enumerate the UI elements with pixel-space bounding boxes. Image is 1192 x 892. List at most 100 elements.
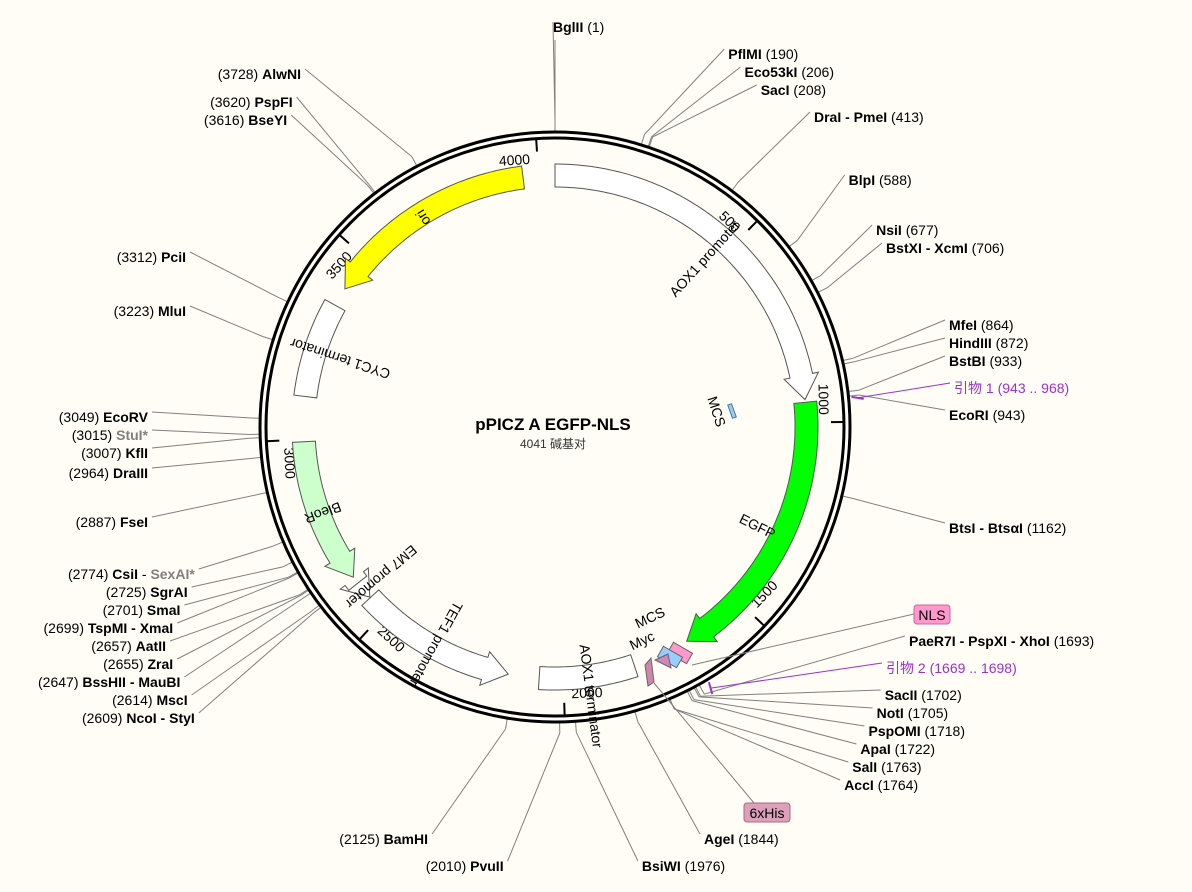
leader-sacii [700,689,881,697]
feature-egfp[interactable] [686,400,819,643]
primer-mark-2[interactable] [707,681,714,695]
site-bglii[interactable]: BglII (1) [553,19,604,35]
site-apai[interactable]: ApaI (1722) [860,741,935,757]
primer-1[interactable]: 引物 1 (943 .. 968) [954,380,1069,396]
his-block[interactable] [644,656,655,687]
leader-eco53ki [651,66,741,137]
site-agei[interactable]: AgeI (1844) [704,831,779,847]
myc-label: Myc [627,628,657,653]
site-bstbi[interactable]: BstBI (933) [949,353,1022,369]
feature-label-ori: ori [412,207,434,229]
site-bstxi-xcmi[interactable]: BstXI - XcmI (706) [886,240,1004,256]
mcs-top-marker[interactable] [727,403,737,419]
features [291,163,820,691]
site-mlui[interactable]: (3223) MluI [114,303,186,319]
leader-stub-mfei [843,357,854,361]
site-ncoi-styi[interactable]: (2609) NcoI - StyI [82,710,195,726]
leader-pflmi [644,48,725,135]
site-zrai[interactable]: (2655) ZraI [103,656,173,672]
backbone [258,130,852,724]
tick-label-4000: 4000 [498,151,530,169]
site-drai-pmei[interactable]: DraI - PmeI (413) [814,109,924,125]
leader-saci [652,84,757,138]
feature-ori[interactable] [344,165,526,290]
site-btsi-bts-i[interactable]: BtsI - BtsαI (1162) [949,520,1066,536]
leader-stub-btsi-bts-i [842,495,853,499]
site-kfli[interactable]: (3007) KflI [81,445,148,461]
leader-stub-apai [687,691,693,701]
leader-mfei [853,319,946,359]
site-nsii[interactable]: NsiI (677) [876,222,938,238]
leader-blpi [796,174,846,241]
site-sgrai[interactable]: (2725) SgrAI [106,584,188,600]
myc-arrow[interactable] [653,653,672,669]
site-aatii[interactable]: (2657) AatII [91,638,166,654]
site-sali[interactable]: SalI (1763) [852,759,921,775]
site-bseyi[interactable]: (3616) BseYI [204,112,287,128]
plasmid-length: 4041 碱基对 [520,437,586,451]
site-ecorv[interactable]: (3049) EcoRV [59,409,149,425]
nls-tag[interactable]: NLS [913,604,951,625]
site-noti[interactable]: NotI (1705) [877,705,949,721]
site-pvuii[interactable]: (2010) PvuII [426,858,504,874]
site-bsshii-maubi[interactable]: (2647) BssHII - MauBI [38,674,180,690]
leader-ecorv [151,411,250,419]
tick-3500 [338,233,350,245]
site-smai[interactable]: (2701) SmaI [103,602,181,618]
site-blpi[interactable]: BlpI (588) [849,172,912,188]
leader-smai [184,576,289,606]
primer-mark-1[interactable] [851,395,864,400]
leader-ecori [859,394,946,411]
site-pcii[interactable]: (3312) PciI [117,249,186,265]
site-acci[interactable]: AccI (1764) [844,777,918,793]
site-pspomi[interactable]: PspOMI (1718) [869,723,965,739]
site-ecori[interactable]: EcoRI (943) [949,407,1025,423]
site-sacii[interactable]: SacII (1702) [885,687,962,703]
leader-stub-pflmi [641,134,645,145]
leader-stub-msci [310,605,320,612]
feature-aox1-terminator[interactable] [537,654,639,691]
feature-aox1-promoter[interactable] [554,163,820,401]
site-alwni[interactable]: (3728) AlwNI [218,66,301,82]
leader-csii-sexai [198,545,274,570]
primer-leader-2 [710,662,883,689]
tick-3000 [266,439,280,443]
leader-stub-zrai [299,589,309,597]
site-paer7i-pspxi-xhoi[interactable]: PaeR7I - PspXI - XhoI (1693) [909,633,1094,649]
site-fsei[interactable]: (2887) FseI [76,514,148,530]
site-pspfi[interactable]: (3620) PspFI [210,94,292,110]
small-features [644,403,737,687]
feature-em7-promoter[interactable] [339,567,371,598]
leader-stub-nsii [811,274,822,281]
primer-2[interactable]: 引物 2 (1669 .. 1698) [886,660,1017,676]
site-eco53ki[interactable]: Eco53kI (206) [745,64,835,80]
site-csii-sexai[interactable]: (2774) CsiI - SexAI* [68,566,195,582]
site-pflmi[interactable]: PflMI (190) [728,46,798,62]
site-tspmi-xmai[interactable]: (2699) TspMI - XmaI [44,620,174,636]
site-stui[interactable]: (3015) StuI* [72,427,149,443]
mcs-bottom-blocks[interactable] [644,641,694,687]
leader-mlui [189,305,263,337]
site-bamhi[interactable]: (2125) BamHI [339,831,428,847]
leader-pspfi [296,96,370,185]
site-bsiwi[interactable]: BsiWI (1976) [642,858,725,874]
leader-tspmi-xmai [177,577,290,624]
leader-stub-bamhi [505,719,508,730]
feature-bleor[interactable] [291,440,356,578]
backbone-inner-ring [264,136,846,718]
site-saci[interactable]: SacI (208) [761,82,826,98]
leader-stub-blpi [789,239,798,247]
leader-bamhi [431,728,506,835]
his-tag[interactable]: 6xHis [743,802,791,823]
site-hindiii[interactable]: HindIII (872) [949,335,1028,351]
leader-fsei [151,494,257,518]
leader-bstxi-xcmi [827,242,883,288]
leader-stub-pspomi [688,690,695,700]
site-mfei[interactable]: MfeI (864) [949,317,1014,333]
site-labels: BglII (1) PflMI (190) Eco53kI (206) SacI (2… [38,19,1094,874]
feature-cyc1-terminator[interactable] [293,298,346,399]
site-draiii[interactable]: (2964) DraIII [69,465,148,481]
site-msci[interactable]: (2614) MscI [112,692,187,708]
mcs-bottom-label: MCS [632,604,667,632]
leader-stub-draiii [250,456,261,459]
